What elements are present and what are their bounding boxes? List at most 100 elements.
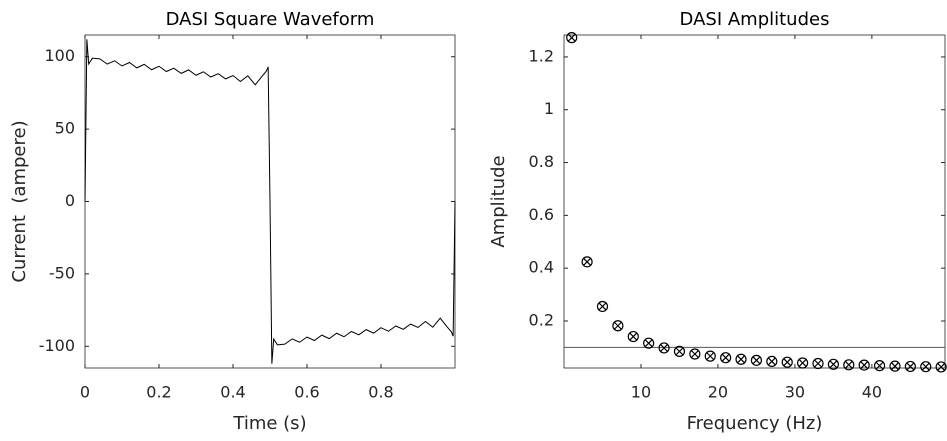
marker-cross [706,352,715,361]
marker-cross [660,344,668,352]
x-tick-label: 10 [631,383,651,402]
chart-title: DASI Amplitudes [680,9,830,30]
marker [658,342,670,354]
x-tick-label: 0.8 [368,383,393,402]
marker-cross [798,359,807,367]
marker-cross [690,350,699,358]
x-tick-label: 30 [785,383,805,402]
marker-cross [737,355,745,364]
marker-circle [704,350,716,362]
x-tick-label: 0 [80,383,90,402]
marker [904,360,916,373]
marker-cross [875,361,884,370]
marker-cross [629,332,638,341]
y-tick-label: 50 [55,119,75,138]
marker-circle [596,300,609,313]
x-axis-label: Frequency (Hz) [687,413,823,434]
marker-circle [658,342,670,354]
waveform-line [84,39,456,364]
marker-cross [921,362,930,371]
marker-circle [812,357,824,370]
marker [827,358,839,370]
marker [812,357,824,370]
marker-cross [829,360,838,369]
y-axis-label: Amplitude [488,155,509,247]
marker-circle [827,358,839,370]
y-tick-label: 0.8 [529,152,554,171]
marker-circle [612,320,624,332]
marker-circle [935,361,947,373]
marker [627,330,639,343]
y-tick-label: -100 [39,336,75,355]
marker [704,350,716,362]
marker [566,32,578,44]
marker [858,359,870,371]
marker [689,348,701,360]
marker-cross [814,359,822,368]
x-tick-label: 0.4 [220,383,245,402]
y-axis-label: Current (ampere) [9,120,30,282]
plot-area [563,34,946,369]
marker-circle [720,352,732,364]
marker-cross [567,33,576,42]
marker-circle [581,256,593,268]
marker [673,345,686,357]
marker-cross [891,362,899,371]
marker [581,256,593,268]
marker [889,360,901,372]
marker-cross [752,356,761,365]
x-tick-label: 0.2 [146,383,171,402]
y-tick-label: 0 [65,191,75,210]
marker-cross [598,302,607,311]
y-tick-label: -50 [49,263,75,282]
marker-circle [843,359,855,371]
marker [766,355,778,367]
marker-circle [797,357,809,369]
marker-circle [689,348,701,360]
x-tick-label: 40 [862,383,882,402]
marker-cross [583,257,592,266]
marker-circle [750,354,763,366]
marker-circle [566,32,578,44]
y-tick-label: 1.2 [529,46,554,65]
marker-cross [767,357,776,366]
marker-circle [673,345,686,357]
marker-circle [920,361,932,373]
marker [720,352,732,364]
marker-circle [889,360,901,372]
marker-circle [627,330,639,343]
marker [935,361,947,373]
marker-circle [781,356,793,368]
marker [843,359,855,371]
marker [873,360,886,372]
marker-cross [613,321,622,330]
chart: DASI Square Waveform Time (s) Current (amp… [9,9,456,434]
marker-circle [766,355,778,367]
marker [781,356,793,368]
y-tick-label: 0.6 [529,205,554,224]
x-tick-label: 0.6 [294,383,319,402]
y-tick-label: 100 [44,46,75,65]
marker-cross [675,347,684,356]
marker-cross [644,339,653,348]
marker-circle [873,360,886,372]
marker-circle [643,337,655,349]
marker-circle [858,359,870,371]
marker [596,300,609,313]
marker-cross [860,361,869,370]
marker-cross [906,362,915,371]
marker-cross [721,353,730,362]
marker-cross [783,358,792,367]
marker [797,357,809,369]
marker [643,337,655,349]
marker-circle [904,360,916,373]
marker [735,353,747,365]
marker-cross [937,363,946,371]
marker [750,354,763,366]
marker-circle [735,353,747,365]
y-tick-label: 1 [544,99,554,118]
y-tick-label: 0.4 [529,258,554,277]
